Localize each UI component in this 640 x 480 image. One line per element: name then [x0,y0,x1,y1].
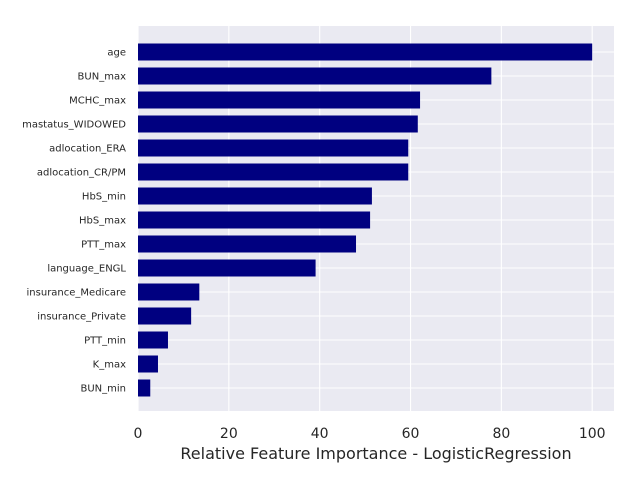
x-tick-label: 40 [311,426,329,442]
y-tick-label: insurance_Medicare [27,288,126,299]
y-tick-label: age [107,48,126,59]
y-tick-label: insurance_Private [37,312,126,323]
bar-HbS_max [138,211,371,229]
y-tick-label: adlocation_CR/PM [37,168,126,179]
bar-mastatus_WIDOWED [138,115,418,133]
y-tick-label: MCHC_max [69,96,126,107]
bar-PTT_min [138,331,168,349]
y-tick-label: HbS_min [82,192,126,203]
bar-PTT_max [138,235,357,253]
x-tick-label: 20 [220,426,238,442]
bar-age [138,43,593,61]
y-tick-label: BUN_min [80,384,126,395]
y-tick-label: mastatus_WIDOWED [22,120,126,131]
x-tick-label: 0 [134,426,143,442]
bar-adlocation_CR/PM [138,163,409,181]
y-tick-label: language_ENGL [47,264,126,275]
bars [138,43,593,397]
x-tick-labels: 0 20 40 60 80 100 [134,426,606,442]
bar-language_ENGL [138,259,316,277]
y-tick-label: K_max [93,360,126,371]
bar-insurance_Private [138,307,192,325]
x-tick-label: 80 [492,426,510,442]
bar-BUN_max [138,67,492,85]
bar-insurance_Medicare [138,283,200,301]
bar-MCHC_max [138,91,421,109]
y-tick-label: HbS_max [79,216,126,227]
y-tick-label: PTT_min [84,336,126,347]
x-tick-label: 60 [402,426,420,442]
y-tick-labels: age BUN_max MCHC_max mastatus_WIDOWEDadloca… [22,48,126,395]
bar-K_max [138,355,158,373]
bar-HbS_min [138,187,372,205]
bar-adlocation_ERA [138,139,409,157]
bar-BUN_min [138,379,151,397]
x-axis-label: Relative Feature Importance - LogisticRe… [180,444,571,463]
x-tick-label: 100 [579,426,606,442]
y-tick-label: BUN_max [78,72,127,83]
y-tick-label: PTT_max [81,240,126,251]
y-tick-label: adlocation_ERA [49,144,126,155]
